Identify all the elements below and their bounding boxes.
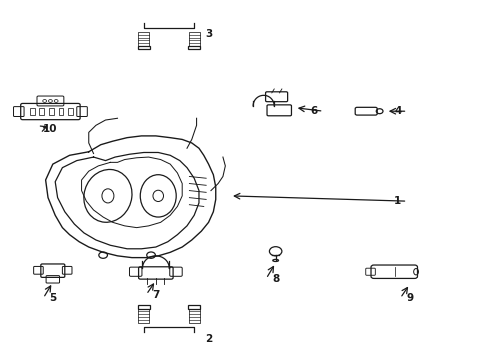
Text: 2: 2 <box>204 334 212 344</box>
Bar <box>30 108 35 115</box>
Bar <box>59 108 63 115</box>
Text: 5: 5 <box>49 293 56 303</box>
Bar <box>40 108 44 115</box>
Text: 9: 9 <box>406 293 412 303</box>
Text: 1: 1 <box>393 196 401 206</box>
Text: 8: 8 <box>271 274 279 284</box>
Text: 4: 4 <box>393 106 401 116</box>
Text: 7: 7 <box>152 290 159 300</box>
Bar <box>49 108 54 115</box>
Text: 10: 10 <box>43 124 58 134</box>
Text: 3: 3 <box>204 28 212 39</box>
Text: 6: 6 <box>310 106 317 116</box>
Bar <box>68 108 73 115</box>
